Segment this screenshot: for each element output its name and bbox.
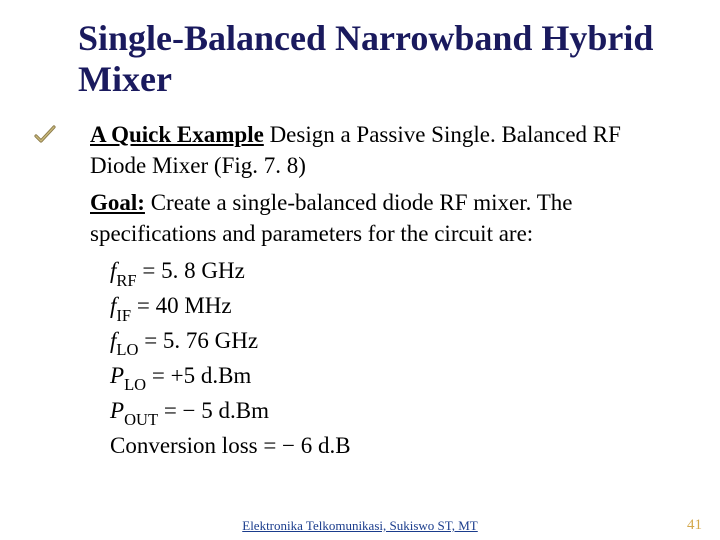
spec-list: fRF = 5. 8 GHz fIF = 40 MHz fLO = 5. 76 … <box>90 255 672 461</box>
conversion-loss: Conversion loss = − 6 d.B <box>90 430 672 461</box>
body-block: A Quick Example Design a Passive Single.… <box>78 119 672 461</box>
slide-title: Single-Balanced Narrowband Hybrid Mixer <box>78 18 672 101</box>
spec-line: POUT = − 5 d.Bm <box>90 395 672 430</box>
slide-footer: Elektronika Telkomunikasi, Sukiswo ST, M… <box>0 518 720 534</box>
goal-paragraph: Goal: Create a single-balanced diode RF … <box>90 187 672 249</box>
example-label: A Quick Example <box>90 122 264 147</box>
spec-line: fIF = 40 MHz <box>90 290 672 325</box>
slide-container: Single-Balanced Narrowband Hybrid Mixer … <box>0 0 720 540</box>
spec-line: PLO = +5 d.Bm <box>90 360 672 395</box>
spec-line: fLO = 5. 76 GHz <box>90 325 672 360</box>
example-intro: A Quick Example Design a Passive Single.… <box>90 119 672 181</box>
spec-line: fRF = 5. 8 GHz <box>90 255 672 290</box>
checkmark-icon <box>32 122 58 148</box>
goal-label: Goal: <box>90 190 145 215</box>
goal-text: Create a single-balanced diode RF mixer.… <box>90 190 572 246</box>
page-number: 41 <box>687 517 702 534</box>
